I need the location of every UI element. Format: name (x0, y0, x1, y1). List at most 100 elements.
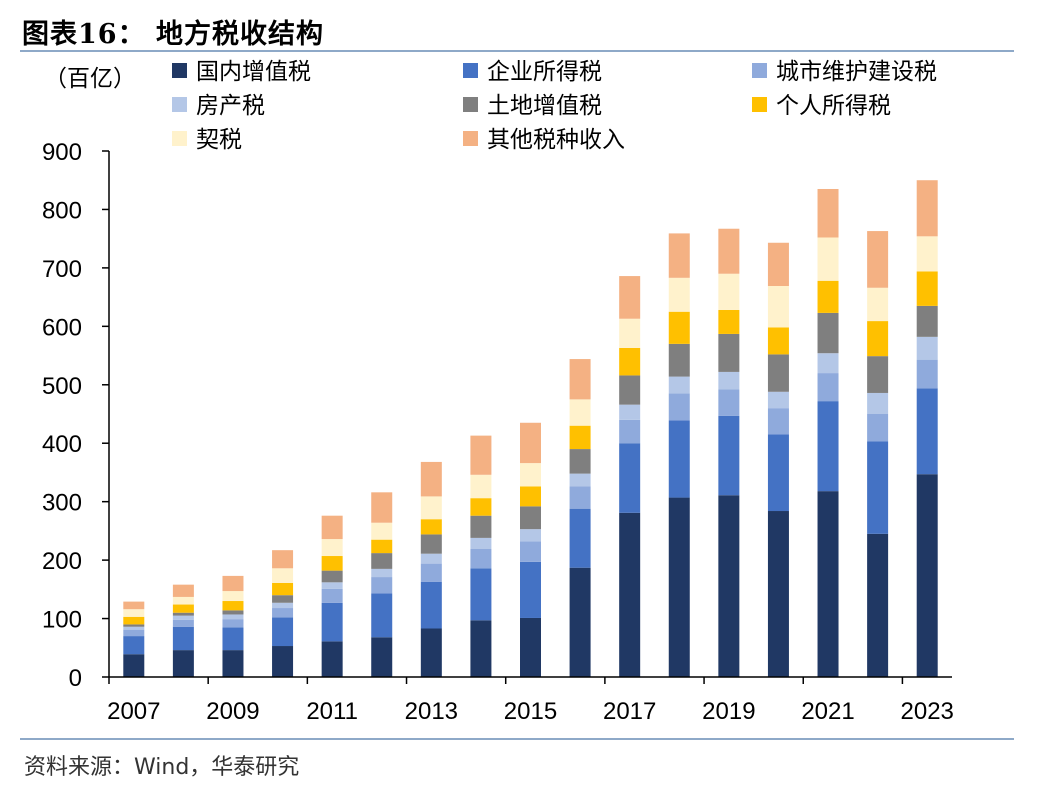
x-tick-label: 2011 (306, 698, 358, 725)
bar-segment (371, 637, 393, 677)
bar-segment (767, 286, 789, 328)
y-tick-label: 700 (42, 256, 82, 283)
legend-swatch (463, 97, 478, 112)
bar-segment (222, 627, 244, 651)
bar-segment (619, 347, 641, 376)
y-tick-label: 900 (42, 139, 82, 166)
x-tick-label: 2021 (801, 698, 854, 725)
bar-segment (767, 354, 789, 392)
legend-swatch (463, 63, 478, 78)
bar-segment (371, 553, 393, 569)
bar-segment (520, 422, 541, 464)
bar-segment (520, 617, 541, 677)
bar-segment (371, 568, 393, 578)
bar-segment (767, 511, 789, 677)
bar-segment (520, 541, 541, 562)
bar-segment (222, 601, 244, 611)
bar-segment (272, 595, 294, 603)
bar-segment (172, 626, 194, 651)
bar-segment (916, 236, 938, 272)
bar-segment (222, 650, 244, 677)
bar-segment (569, 425, 591, 450)
bar-segment (470, 568, 492, 621)
bar-segment (718, 495, 740, 677)
bar-segment (371, 593, 393, 638)
legend-swatch (172, 63, 187, 78)
bar-segment (668, 233, 690, 278)
bar-segment (123, 616, 145, 625)
bar-segment (321, 515, 343, 540)
bar-segment (569, 486, 591, 509)
y-tick-label: 600 (42, 314, 82, 341)
bar-segment (470, 435, 492, 475)
bar-segment (420, 519, 442, 535)
bar-segment (420, 461, 442, 497)
bar-segment (420, 581, 442, 629)
y-tick-label: 0 (69, 665, 82, 692)
legend-label: 城市维护建设税 (776, 59, 937, 85)
x-tick-label: 2017 (603, 698, 656, 725)
y-tick-label: 300 (42, 490, 82, 517)
bar-segment (172, 604, 194, 613)
bar-segment (767, 327, 789, 355)
bar-segment (123, 609, 145, 617)
bar-segment (619, 419, 641, 444)
bar-segment (718, 333, 740, 372)
bar-segment (470, 537, 492, 550)
bar-segment (668, 343, 690, 377)
bar-segment (172, 650, 194, 677)
bar-segment (272, 550, 294, 569)
bar-segment (718, 389, 740, 416)
bar-segment (718, 228, 740, 274)
x-axis: 2007 2009 2011 2013 2015 2017 2019 2021 2023 (107, 676, 954, 725)
bar-segment (916, 359, 938, 389)
bar-segment (817, 280, 839, 313)
bar-segment (767, 391, 789, 409)
bar-segment (420, 496, 442, 520)
bar-segment (718, 415, 740, 496)
bar-segment (569, 508, 591, 568)
bar-segment (172, 612, 194, 616)
bar-segment (817, 237, 839, 281)
bar-segment (668, 311, 690, 344)
bar-segment (321, 556, 343, 571)
legend-label: 房产税 (196, 93, 265, 119)
bar-segment (420, 553, 442, 564)
bar-segment (420, 628, 442, 677)
bar-segment (916, 271, 938, 306)
bar-segment (867, 392, 889, 414)
bar-segment (172, 619, 194, 627)
bar-segment (817, 401, 839, 492)
bar-segment (321, 582, 343, 589)
bar-segment (569, 399, 591, 426)
bar-segment (867, 441, 889, 534)
bar-segment (272, 646, 294, 677)
bar-segment (867, 321, 889, 357)
bar-segment (718, 273, 740, 310)
bar-segment (619, 443, 641, 513)
legend-swatch (172, 131, 187, 146)
y-tick-label: 500 (42, 373, 82, 400)
bar-segment (867, 414, 889, 442)
bar-segment (916, 388, 938, 475)
bar-segment (619, 375, 641, 405)
source-note: 资料来源：Wind，华泰研究 (24, 755, 300, 780)
legend-label: 个人所得税 (776, 93, 891, 119)
legend-label: 企业所得税 (487, 59, 602, 85)
legend-swatch (752, 63, 767, 78)
bar-segment (123, 654, 145, 677)
bar-segment (321, 602, 343, 642)
bar-segment (718, 371, 740, 390)
bar-segment (321, 539, 343, 557)
legend-label: 国内增值税 (196, 59, 311, 85)
bar-segment (371, 539, 393, 554)
bar-segment (470, 549, 492, 569)
bar-segment (668, 277, 690, 312)
bar-segment (916, 474, 938, 677)
bar-segment (272, 602, 294, 609)
bar-segment (718, 309, 740, 334)
bar-segment (321, 641, 343, 677)
bar-segment (817, 353, 839, 374)
